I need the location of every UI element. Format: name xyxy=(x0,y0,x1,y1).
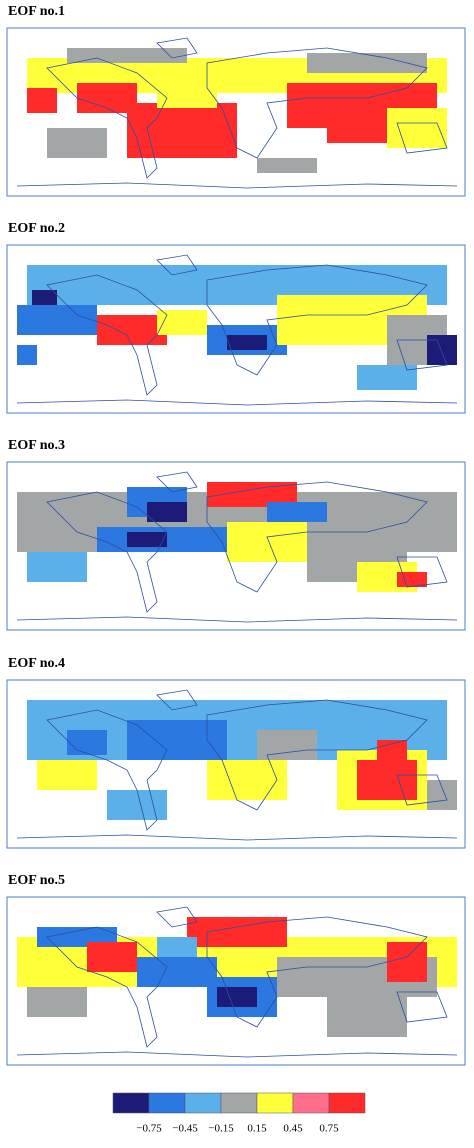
legend-swatch xyxy=(184,1092,222,1114)
anomaly-cells xyxy=(377,740,407,770)
legend-swatch xyxy=(328,1092,366,1114)
panel-title: EOF no.2 xyxy=(8,221,65,236)
anomaly-cells xyxy=(97,527,247,552)
anomaly-cells xyxy=(217,987,257,1007)
anomaly-cells xyxy=(257,158,317,173)
anomaly-cells xyxy=(227,522,307,562)
anomaly-cells xyxy=(267,502,327,522)
map xyxy=(6,461,466,631)
anomaly-cells xyxy=(67,730,107,755)
anomaly-cells xyxy=(387,108,447,148)
panel-title: EOF no.5 xyxy=(8,873,65,888)
legend-swatch xyxy=(256,1092,294,1114)
coastline xyxy=(46,906,448,1048)
anomaly-cells xyxy=(157,88,217,108)
anomaly-cells xyxy=(127,103,237,158)
anomaly-cells xyxy=(127,532,167,547)
anomaly-cells xyxy=(307,53,427,73)
legend-label: −0.45 xyxy=(172,1123,198,1135)
antarctica xyxy=(16,834,458,841)
legend-swatch xyxy=(112,1092,150,1114)
legend-label: 0.15 xyxy=(247,1123,267,1135)
anomaly-cells xyxy=(27,987,87,1017)
anomaly-cells xyxy=(207,760,287,800)
coastline xyxy=(46,689,448,831)
anomaly-cells xyxy=(47,128,107,158)
map xyxy=(6,27,466,197)
anomaly-cells xyxy=(147,502,187,522)
anomaly-cells xyxy=(257,730,317,760)
anomaly-cells xyxy=(357,365,417,390)
anomaly-cells xyxy=(17,305,97,335)
antarctica xyxy=(16,182,458,189)
map xyxy=(6,244,466,414)
anomaly-cells xyxy=(427,780,457,810)
anomaly-cells xyxy=(67,48,187,63)
map xyxy=(6,679,466,849)
map xyxy=(6,896,466,1066)
anomaly-cells xyxy=(327,997,407,1037)
anomaly-cells xyxy=(27,552,87,582)
anomaly-cells xyxy=(427,335,457,365)
panel-title: EOF no.4 xyxy=(8,656,65,671)
anomaly-cells xyxy=(137,957,217,987)
anomaly-cells xyxy=(37,760,97,790)
anomaly-cells xyxy=(97,315,167,345)
antarctica xyxy=(16,399,458,406)
legend-swatch xyxy=(220,1092,258,1114)
anomaly-cells xyxy=(157,937,197,957)
antarctica xyxy=(16,1051,458,1058)
legend-swatch xyxy=(292,1092,330,1114)
panel-title: EOF no.1 xyxy=(8,4,65,19)
anomaly-cells xyxy=(107,790,167,820)
anomaly-cells xyxy=(387,942,427,982)
coastline xyxy=(46,37,448,179)
anomaly-cells xyxy=(157,310,207,335)
legend-label: −0.15 xyxy=(208,1123,234,1135)
legend-label: 0.75 xyxy=(319,1123,339,1135)
antarctica xyxy=(16,616,458,623)
legend-label: 0.45 xyxy=(283,1123,303,1135)
anomaly-cells xyxy=(87,942,137,972)
panel-title: EOF no.3 xyxy=(8,438,65,453)
anomaly-cells xyxy=(27,88,57,113)
anomaly-cells xyxy=(227,335,267,350)
legend-swatch xyxy=(148,1092,186,1114)
anomaly-cells xyxy=(397,572,427,587)
legend-label: −0.75 xyxy=(136,1123,162,1135)
coastline xyxy=(46,471,448,613)
anomaly-cells xyxy=(32,290,57,305)
anomaly-cells xyxy=(17,345,37,365)
coastline xyxy=(46,254,448,396)
anomaly-cells xyxy=(127,720,227,760)
